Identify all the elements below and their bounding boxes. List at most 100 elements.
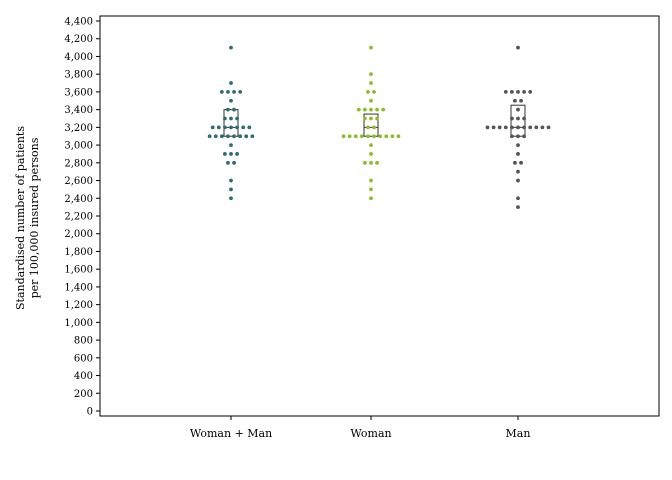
data-point: [375, 116, 379, 121]
y-axis-title-line2: per 100,000 insured persons: [28, 137, 41, 298]
data-point: [232, 160, 236, 165]
data-point: [516, 134, 520, 139]
y-tick-label: 3,000: [64, 141, 93, 152]
data-point: [219, 90, 224, 94]
data-point: [363, 107, 367, 112]
data-point: [219, 134, 224, 139]
data-point: [229, 187, 233, 192]
y-tick-label: 3,600: [64, 87, 93, 98]
data-point: [546, 125, 551, 130]
data-point: [244, 134, 249, 139]
data-point: [522, 134, 526, 139]
y-tick-label: 1,000: [64, 318, 93, 329]
data-point: [519, 98, 523, 103]
data-point: [223, 116, 227, 121]
data-point: [513, 160, 517, 165]
data-point: [396, 134, 401, 139]
data-point: [226, 134, 230, 139]
data-point: [235, 152, 240, 156]
data-point: [372, 90, 376, 94]
data-point: [229, 178, 233, 183]
data-point: [540, 125, 545, 130]
data-point: [516, 143, 520, 147]
y-tick-label: 4,000: [64, 52, 93, 63]
data-point: [375, 160, 379, 165]
iqr-box: [223, 109, 239, 137]
data-point: [516, 196, 520, 201]
data-point: [369, 160, 373, 165]
y-axis-title-line1: Standardised number of patients: [14, 126, 27, 310]
y-tick-label: 2,200: [64, 212, 93, 223]
data-point: [369, 116, 373, 121]
data-point: [369, 196, 373, 201]
data-point: [356, 107, 361, 112]
data-point: [247, 125, 252, 130]
data-point: [369, 81, 373, 85]
data-point: [516, 116, 520, 121]
data-point: [369, 107, 373, 112]
data-point: [516, 178, 520, 183]
data-point: [390, 134, 395, 139]
data-point: [369, 143, 373, 147]
y-tick-label: 2,000: [64, 229, 93, 240]
data-point: [229, 81, 233, 85]
data-point: [213, 134, 218, 139]
data-point: [216, 125, 221, 130]
data-point: [516, 152, 520, 156]
x-tick-label: Woman: [350, 427, 391, 440]
data-point: [497, 125, 502, 130]
data-point: [238, 90, 243, 94]
data-point: [503, 125, 508, 130]
y-tick-label: 600: [74, 353, 93, 364]
data-point: [235, 125, 240, 130]
data-point: [375, 107, 379, 112]
x-axis: Woman + Man Woman Man: [190, 416, 530, 440]
data-point: [516, 169, 520, 174]
data-point: [226, 107, 230, 112]
data-point: [232, 107, 236, 112]
data-point: [510, 116, 514, 121]
y-tick-label: 2,800: [64, 158, 93, 169]
data-point: [229, 152, 233, 156]
y-tick-label: 200: [74, 389, 93, 400]
data-point: [363, 116, 367, 121]
data-point: [372, 134, 376, 139]
y-tick-label: 0: [87, 407, 93, 418]
data-point: [369, 98, 373, 103]
x-tick-label: Woman + Man: [190, 427, 272, 440]
data-point: [229, 143, 233, 147]
data-point: [369, 187, 373, 192]
data-point: [384, 134, 389, 139]
data-point: [341, 134, 346, 139]
data-point: [250, 134, 255, 139]
y-tick-label: 1,800: [64, 247, 93, 258]
data-point: [366, 90, 370, 94]
data-point: [210, 125, 215, 130]
data-point: [516, 45, 520, 50]
y-tick-label: 1,600: [64, 265, 93, 276]
data-point: [232, 134, 236, 139]
data-point: [369, 178, 373, 183]
y-tick-label: 1,400: [64, 282, 93, 293]
data-point: [207, 134, 212, 139]
data-point: [353, 134, 358, 139]
data-point: [359, 134, 364, 139]
data-point: [223, 152, 227, 156]
data-point: [366, 134, 370, 139]
data-point: [516, 107, 520, 112]
data-point: [241, 125, 246, 130]
y-tick-label: 800: [74, 336, 93, 347]
data-point: [229, 45, 233, 50]
y-tick-label: 3,800: [64, 70, 93, 81]
data-point: [522, 90, 526, 94]
data-point: [513, 98, 517, 103]
data-point: [516, 90, 520, 94]
data-point: [238, 134, 243, 139]
y-tick-label: 3,400: [64, 105, 93, 116]
data-point: [528, 125, 533, 130]
y-tick-label: 3,200: [64, 123, 93, 134]
y-tick-label: 4,200: [64, 34, 93, 45]
data-point: [519, 160, 523, 165]
data-point: [229, 125, 233, 130]
